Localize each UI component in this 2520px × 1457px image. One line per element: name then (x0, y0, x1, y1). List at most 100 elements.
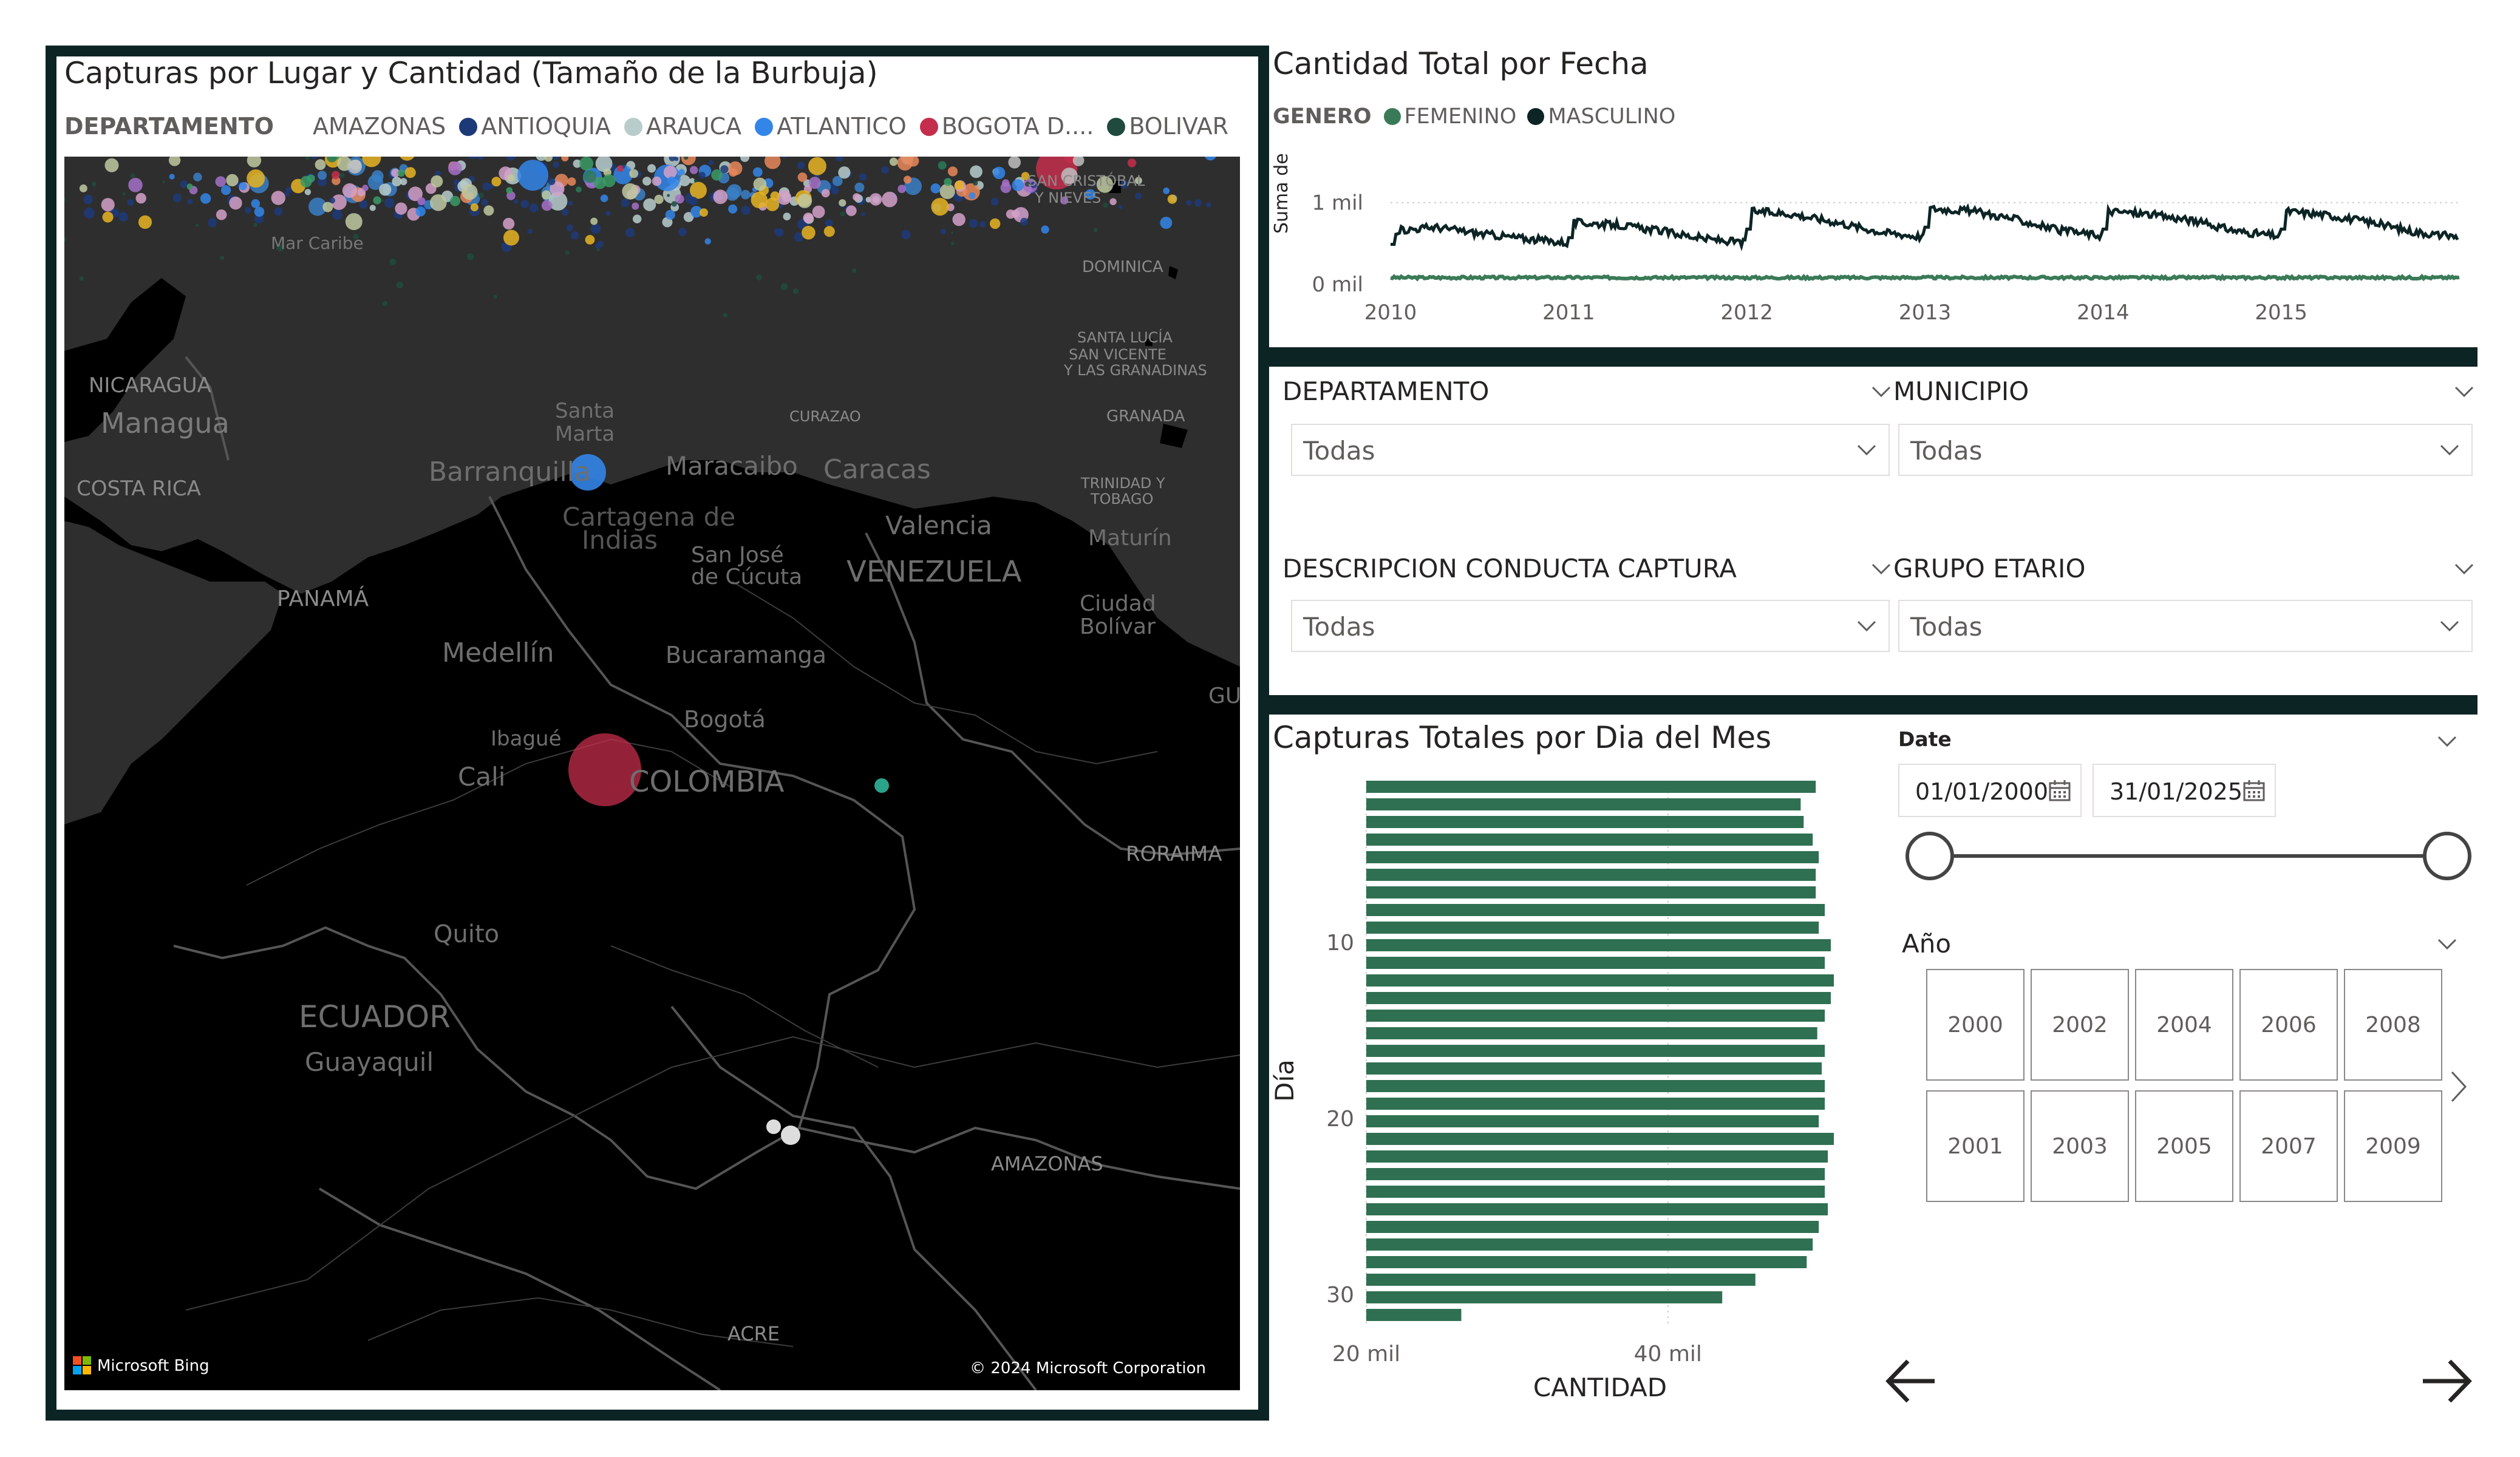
map-bubble[interactable] (229, 196, 242, 210)
map-bubble[interactable] (678, 169, 685, 175)
date-range-start-handle[interactable] (1905, 832, 1954, 880)
map-bubble[interactable] (808, 177, 821, 189)
map-bubble[interactable] (711, 169, 723, 181)
map-bubble[interactable] (938, 161, 947, 170)
map-bubble[interactable] (729, 168, 738, 177)
map-bubble[interactable] (122, 192, 126, 196)
year-tile-2000[interactable]: 2000 (1926, 969, 2025, 1081)
map-bubble[interactable] (765, 157, 781, 169)
bar-day-25[interactable] (1366, 1203, 1828, 1215)
map-bubble[interactable] (1096, 176, 1114, 193)
map-bubble[interactable] (647, 164, 656, 173)
map-bubble[interactable] (853, 193, 861, 202)
map-bubble[interactable] (482, 182, 491, 191)
map-bubble[interactable] (642, 177, 652, 186)
map-bubble[interactable] (1012, 179, 1024, 191)
chevron-down-icon[interactable] (2436, 612, 2463, 639)
map-bubble[interactable] (187, 199, 193, 205)
map-bubble[interactable] (1008, 157, 1021, 169)
bar-day-4[interactable] (1366, 834, 1813, 846)
map-bubble[interactable] (507, 174, 515, 182)
map-bubble[interactable] (247, 157, 262, 168)
map-bubble[interactable] (951, 231, 954, 234)
map-bubble[interactable] (244, 206, 251, 214)
bar-day-30[interactable] (1366, 1291, 1723, 1303)
map-bubble[interactable] (196, 223, 199, 227)
map-bubble[interactable] (64, 237, 66, 242)
map-bubble[interactable] (305, 157, 310, 160)
map-bubble[interactable] (397, 169, 405, 177)
map-bubble[interactable] (1092, 183, 1096, 187)
line-legend-item[interactable]: FEMENINO (1383, 104, 1516, 129)
slicer-dropdown-municipio[interactable]: Todas (1898, 424, 2473, 476)
map-bubble[interactable] (689, 178, 695, 184)
map-bubble[interactable] (584, 170, 597, 183)
year-tile-2002[interactable]: 2002 (2031, 969, 2129, 1081)
map-bubble[interactable] (342, 183, 357, 199)
map-bubble[interactable] (215, 176, 226, 187)
map-bubble[interactable] (698, 172, 706, 179)
map-bubble[interactable] (332, 171, 340, 180)
map-bubble[interactable] (753, 177, 767, 191)
map-bubble[interactable] (566, 224, 574, 231)
map-bubble[interactable] (118, 212, 128, 222)
map-bubble[interactable] (128, 178, 143, 192)
map-bubble[interactable] (168, 157, 181, 166)
map-bubble[interactable] (595, 243, 601, 249)
chevron-down-icon[interactable] (2436, 436, 2463, 463)
map-bubble[interactable] (846, 205, 857, 216)
map-bubble[interactable] (979, 221, 986, 228)
bar-day-12[interactable] (1366, 974, 1834, 987)
map-bubble[interactable] (315, 159, 326, 171)
map-bubble[interactable] (774, 228, 779, 234)
map-bubble[interactable] (450, 195, 460, 206)
map-bubble[interactable] (369, 205, 376, 211)
map-bubble[interactable] (1167, 194, 1177, 204)
bar-day-13[interactable] (1366, 992, 1831, 1004)
map-bubble[interactable] (284, 191, 290, 197)
map-bubble[interactable] (371, 170, 384, 183)
map-bubble[interactable] (1041, 225, 1049, 234)
map-bubble[interactable] (1120, 180, 1129, 189)
map-bubble[interactable] (689, 197, 698, 206)
map-bubble[interactable] (396, 281, 403, 288)
map-bubble[interactable] (359, 200, 368, 209)
map-bubble[interactable] (1160, 217, 1173, 229)
bar-day-27[interactable] (1366, 1238, 1813, 1251)
map-bubble[interactable] (331, 194, 347, 210)
map-bubble[interactable] (955, 180, 964, 190)
map-bubble[interactable] (254, 206, 265, 217)
slicer-dropdown-departamento[interactable]: Todas (1291, 424, 1890, 476)
map-bubble[interactable] (832, 187, 837, 192)
map-bubble[interactable] (678, 228, 687, 237)
chevron-down-icon[interactable] (2451, 555, 2477, 582)
map-bubble[interactable] (276, 244, 284, 252)
map-bubble[interactable] (632, 202, 639, 210)
map-legend-item[interactable]: ANTIOQUIA (459, 113, 611, 140)
map-bubble[interactable] (669, 157, 676, 161)
map-bubble[interactable] (481, 199, 488, 206)
map-bubble[interactable] (674, 157, 679, 161)
map-bubble[interactable] (930, 183, 941, 194)
map-bubble[interactable] (1021, 172, 1030, 180)
map-legend-item[interactable]: BOLIVAR (1107, 113, 1228, 140)
map-bubble[interactable] (622, 183, 639, 200)
map-bubble[interactable] (625, 228, 635, 237)
map-bubble[interactable] (1127, 158, 1137, 168)
map-bubble[interactable] (777, 190, 792, 205)
map-bubble[interactable] (568, 733, 641, 806)
map-bubble[interactable] (548, 191, 568, 211)
map-bubble[interactable] (720, 165, 729, 174)
map-bubble[interactable] (542, 190, 551, 200)
map-bubble[interactable] (226, 174, 239, 186)
bar-day-7[interactable] (1366, 886, 1816, 898)
map-bubble[interactable] (570, 231, 579, 240)
map-bubble[interactable] (576, 186, 582, 192)
map-bubble[interactable] (821, 189, 830, 198)
map-bubble[interactable] (200, 193, 211, 204)
calendar-icon[interactable] (2242, 778, 2266, 803)
map-bubble[interactable] (1024, 181, 1030, 187)
bar-day-15[interactable] (1366, 1027, 1817, 1039)
bar-day-29[interactable] (1366, 1274, 1755, 1286)
